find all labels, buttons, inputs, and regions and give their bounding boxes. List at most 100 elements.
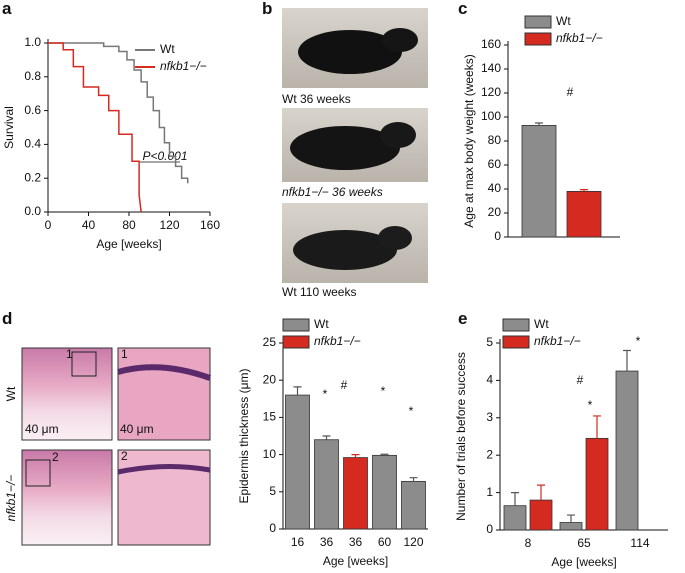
x-axis-label: Age [weeks] (551, 555, 616, 569)
error-bar (593, 415, 601, 439)
y-axis-label: Number of trials before success (454, 352, 468, 521)
bar (521, 125, 557, 238)
y-tick-label: 100 (481, 109, 501, 123)
legend-swatch (524, 15, 552, 29)
scale-label: 40 μm (25, 422, 59, 436)
legend-swatch (502, 335, 530, 349)
photo-caption: nfkb1−/− 36 weeks (282, 185, 383, 199)
error-bar (567, 514, 575, 523)
legend-swatch (282, 318, 310, 332)
x-tick-label: 40 (82, 218, 96, 232)
y-tick-label: 25 (263, 335, 277, 349)
error-bar (380, 453, 389, 456)
legend-label: Wt (556, 14, 571, 28)
panel-label: c (458, 0, 467, 18)
y-tick-label: 5 (486, 335, 493, 349)
error-bar (511, 492, 519, 506)
y-tick-label: 0 (269, 521, 276, 535)
legend-swatch (282, 335, 310, 349)
x-tick-label: 36 (320, 535, 334, 549)
inset-label: 2 (121, 449, 128, 463)
legend-label: nfkb1−/− (556, 31, 603, 45)
annotation: * (323, 387, 328, 401)
row-label: Wt (4, 386, 18, 401)
bar (401, 480, 426, 530)
panel-label: a (2, 0, 12, 18)
x-tick-label: 16 (291, 535, 305, 549)
bar (615, 370, 639, 531)
scale-label: 40 μm (120, 422, 154, 436)
legend-label: Wt (534, 317, 549, 331)
survival-line (48, 42, 189, 184)
annotation: * (636, 334, 641, 348)
y-tick-label: 2 (486, 447, 493, 461)
bar (372, 454, 397, 530)
y-tick-label: 0.0 (24, 204, 41, 218)
y-tick-label: 0.2 (24, 170, 41, 184)
inset-label: 1 (66, 347, 73, 361)
error-bar (535, 122, 543, 126)
x-tick-label: 65 (577, 536, 591, 550)
y-axis-label: Age at max body weight (weeks) (462, 54, 476, 227)
micrograph (21, 347, 212, 546)
annotation: # (341, 378, 348, 392)
error-bar (623, 349, 631, 372)
error-bar (322, 435, 331, 440)
y-tick-label: 0 (494, 229, 501, 243)
panel-label: b (262, 0, 272, 18)
annotation: P<0.001 (142, 149, 187, 163)
annotation: * (588, 398, 593, 412)
y-tick-label: 120 (481, 85, 501, 99)
x-tick-label: 0 (45, 218, 52, 232)
x-tick-label: 160 (200, 218, 220, 232)
y-tick-label: 1.0 (24, 35, 41, 49)
annotation: # (577, 373, 584, 387)
y-tick-label: 3 (486, 410, 493, 424)
y-axis-label: Survival (2, 106, 16, 149)
y-tick-label: 15 (263, 410, 277, 424)
y-tick-label: 20 (488, 205, 502, 219)
bar (503, 505, 527, 531)
x-tick-label: 120 (159, 218, 179, 232)
inset-label: 2 (52, 450, 59, 464)
bar (529, 499, 553, 531)
photo (282, 108, 428, 182)
legend-label: nfkb1−/− (314, 334, 361, 348)
bar (585, 437, 609, 531)
panel-label: e (458, 309, 467, 328)
annotation: # (567, 85, 574, 99)
axis (499, 339, 668, 531)
y-tick-label: 160 (481, 37, 501, 51)
x-axis-label: Age [weeks] (323, 554, 388, 568)
bar (559, 522, 583, 531)
y-tick-label: 0.6 (24, 103, 41, 117)
annotation: * (381, 384, 386, 398)
error-bar (537, 484, 545, 501)
y-tick-label: 5 (269, 484, 276, 498)
x-tick-label: 36 (349, 535, 363, 549)
photo (282, 8, 428, 88)
legend-label: Wt (160, 42, 175, 56)
legend-label: Wt (314, 317, 329, 331)
x-tick-label: 114 (630, 536, 649, 550)
x-tick-label: 120 (403, 535, 423, 549)
y-tick-label: 4 (486, 373, 493, 387)
y-tick-label: 0 (486, 522, 493, 536)
x-tick-label: 8 (525, 536, 532, 550)
x-tick-label: 80 (122, 218, 136, 232)
y-tick-label: 140 (481, 61, 501, 75)
y-tick-label: 10 (263, 447, 277, 461)
bar (566, 190, 602, 238)
y-tick-label: 0.8 (24, 69, 41, 83)
y-tick-label: 1 (486, 485, 493, 499)
y-tick-label: 40 (488, 181, 502, 195)
bar (314, 439, 339, 530)
legend-swatch (502, 318, 530, 332)
bar (343, 457, 368, 530)
legend-swatch (524, 32, 552, 46)
error-bar (293, 386, 302, 396)
row-label: nfkb1−/− (4, 475, 18, 522)
x-axis-label: Age [weeks] (96, 237, 161, 251)
error-bar (580, 189, 588, 192)
